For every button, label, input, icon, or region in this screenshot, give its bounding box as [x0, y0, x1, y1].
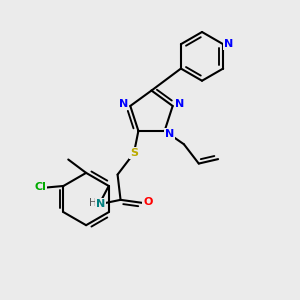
Text: Cl: Cl [34, 182, 46, 193]
Text: S: S [130, 148, 138, 158]
Text: H: H [89, 197, 97, 208]
Text: N: N [96, 199, 105, 209]
Text: N: N [224, 39, 233, 49]
Text: N: N [175, 100, 184, 110]
Text: O: O [143, 197, 153, 207]
Text: N: N [119, 100, 128, 110]
Text: N: N [165, 129, 175, 139]
